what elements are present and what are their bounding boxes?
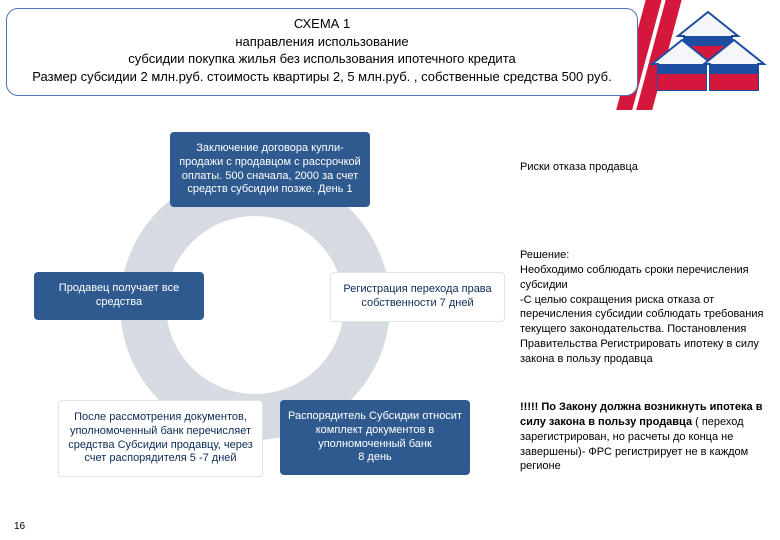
cycle-node-2-text: Регистрация перехода права собственности… <box>343 283 491 309</box>
header-line-1: СХЕМА 1 <box>17 15 627 33</box>
side-text-risks-content: Риски отказа продавца <box>520 161 638 173</box>
cycle-node-2: Регистрация перехода права собственности… <box>330 272 505 322</box>
header-box: СХЕМА 1 направления использование субсид… <box>6 8 638 96</box>
header-line-2: направления использование <box>17 33 627 51</box>
cycle-diagram: Заключение договора купли-продажи с прод… <box>30 110 500 510</box>
cycle-node-5: Продавец получает все средства <box>34 272 204 320</box>
side-text-risks: Риски отказа продавца <box>520 160 765 175</box>
cycle-node-4: После рассмотрения документов, уполномоч… <box>58 400 263 477</box>
side-text-law: !!!!! По Закону должна возникнуть ипотек… <box>520 400 765 474</box>
cycle-node-3: Распорядитель Субсидии относит комплект … <box>280 400 470 475</box>
logo-icon <box>648 2 768 92</box>
cycle-node-1: Заключение договора купли-продажи с прод… <box>170 132 370 207</box>
header-line-4: Размер субсидии 2 млн.руб. стоимость ква… <box>17 68 627 86</box>
cycle-node-3-text: Распорядитель Субсидии относит комплект … <box>288 410 462 463</box>
header-line-3: субсидии покупка жилья без использования… <box>17 50 627 68</box>
side-text-solution-content: Решение: Необходимо соблюдать сроки пере… <box>520 249 763 365</box>
side-text-solution: Решение: Необходимо соблюдать сроки пере… <box>520 248 765 367</box>
cycle-node-4-text: После рассмотрения документов, уполномоч… <box>68 411 253 464</box>
cycle-node-5-text: Продавец получает все средства <box>59 282 179 308</box>
page-number: 16 <box>14 521 25 532</box>
cycle-node-1-text: Заключение договора купли-продажи с прод… <box>179 142 361 195</box>
